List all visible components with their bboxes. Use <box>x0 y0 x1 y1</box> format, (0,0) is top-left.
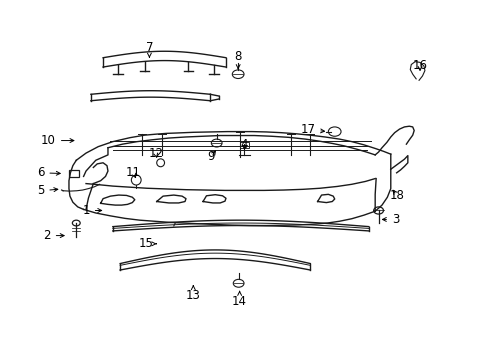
Text: 12: 12 <box>148 147 163 160</box>
Text: 3: 3 <box>382 213 399 226</box>
Text: 9: 9 <box>207 150 215 163</box>
Text: 15: 15 <box>138 237 156 250</box>
Text: 14: 14 <box>232 292 246 308</box>
Text: 1: 1 <box>82 204 102 217</box>
Text: 2: 2 <box>43 229 64 242</box>
Text: 10: 10 <box>41 134 74 147</box>
Text: 18: 18 <box>388 189 403 202</box>
Text: 7: 7 <box>145 41 153 57</box>
Text: 11: 11 <box>125 166 141 179</box>
Text: 6: 6 <box>37 166 60 179</box>
Text: 17: 17 <box>300 123 324 136</box>
Bar <box>239 142 249 148</box>
Text: 13: 13 <box>185 286 201 302</box>
Text: 16: 16 <box>412 59 427 72</box>
Text: 8: 8 <box>234 50 242 69</box>
Text: 5: 5 <box>37 184 58 197</box>
Bar <box>69 170 79 177</box>
Text: 4: 4 <box>240 138 248 150</box>
